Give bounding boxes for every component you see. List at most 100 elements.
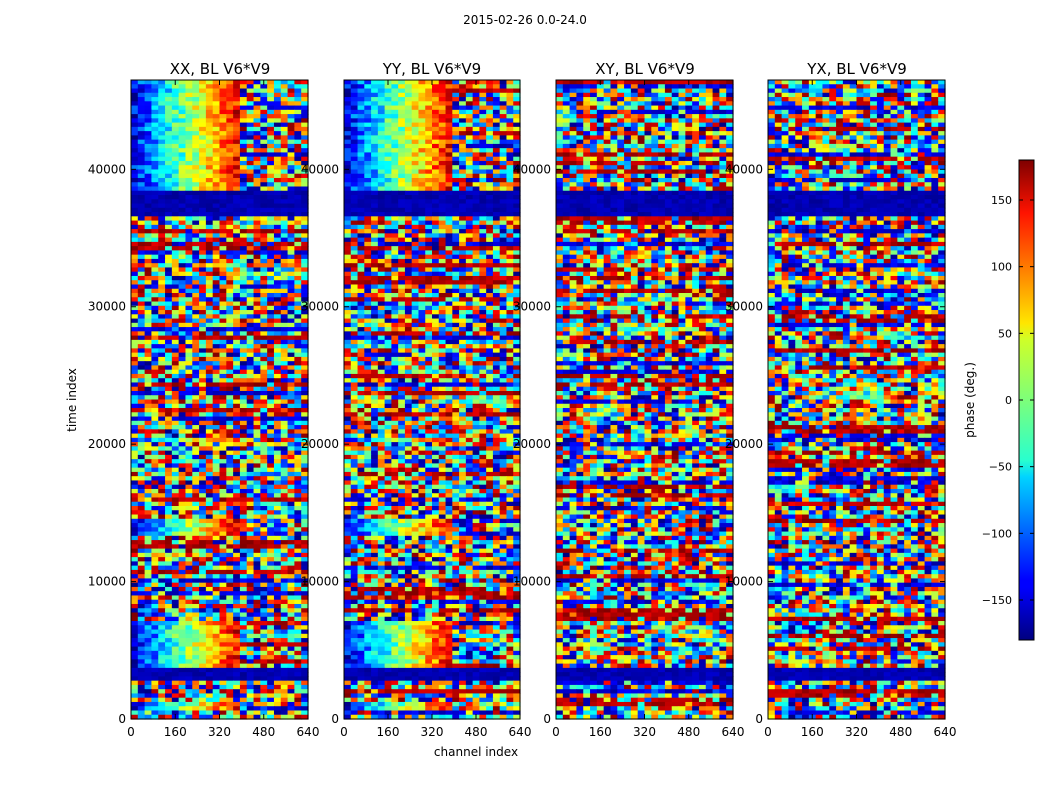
heat-cell: [233, 493, 241, 499]
heat-cell: [398, 84, 406, 90]
heat-cell: [158, 638, 166, 643]
heat-cell: [301, 241, 309, 247]
heat-cell: [350, 80, 359, 85]
heat-cell: [226, 442, 234, 447]
heat-cell: [260, 471, 268, 477]
heat-cell: [492, 233, 501, 239]
heat-cell: [273, 535, 282, 541]
heat-cell: [492, 207, 501, 213]
heat-cell: [260, 561, 268, 567]
heat-cell: [384, 212, 392, 217]
heat-cell: [178, 109, 187, 115]
heat-cell: [246, 361, 255, 367]
heat-cell: [165, 612, 173, 618]
heat-cell: [151, 318, 159, 324]
heat-cell: [287, 293, 295, 298]
heat-cell: [165, 356, 173, 362]
heat-cell: [158, 574, 166, 580]
heat-cell: [253, 518, 261, 524]
heat-cell: [280, 250, 289, 256]
heat-cell: [294, 420, 302, 426]
heat-cell: [411, 165, 420, 171]
heat-cell: [239, 454, 248, 460]
heat-cell: [344, 114, 352, 119]
heat-cell: [418, 148, 426, 154]
heat-cell: [273, 437, 282, 443]
heat-cell: [239, 595, 248, 601]
heat-cell: [357, 203, 365, 209]
heat-cell: [205, 212, 214, 217]
heat-cell: [144, 582, 153, 588]
heat-cell: [371, 135, 379, 141]
heat-cell: [233, 463, 241, 469]
heat-cell: [144, 156, 153, 162]
heat-cell: [137, 224, 146, 230]
heat-cell: [219, 429, 227, 435]
heat-cell: [131, 480, 139, 486]
heat-cell: [357, 139, 365, 145]
heat-cell: [212, 586, 221, 592]
heat-cell: [287, 697, 295, 703]
heat-cell: [165, 143, 173, 149]
heat-cell: [301, 177, 309, 183]
heat-cell: [219, 348, 227, 354]
heat-cell: [178, 625, 187, 631]
heat-cell: [506, 199, 514, 205]
heat-cell: [185, 663, 193, 669]
heat-cell: [459, 139, 467, 145]
heat-cell: [267, 442, 275, 447]
heat-cell: [267, 459, 275, 464]
heat-cell: [171, 365, 180, 371]
heat-cell: [192, 182, 200, 188]
heat-cell: [226, 416, 234, 422]
heat-cell: [398, 139, 406, 145]
heat-cell: [438, 135, 447, 141]
heat-cell: [267, 378, 275, 384]
heat-cell: [239, 676, 248, 682]
heat-cell: [499, 195, 508, 200]
heat-cell: [301, 143, 309, 149]
heat-cell: [371, 165, 379, 171]
heat-cell: [411, 220, 420, 226]
heat-cell: [479, 139, 487, 145]
heat-cell: [212, 488, 221, 494]
heat-cell: [212, 344, 221, 349]
heat-cell: [165, 271, 173, 277]
heat-cell: [486, 212, 494, 217]
heat-cell: [499, 216, 508, 222]
heat-cell: [479, 84, 487, 90]
heat-cell: [226, 638, 234, 643]
heat-cell: [294, 488, 302, 494]
heat-cell: [239, 689, 248, 695]
heat-cell: [472, 126, 480, 132]
heat-cell: [205, 569, 214, 575]
heat-cell: [465, 224, 474, 230]
heat-cell: [226, 395, 234, 401]
heat-cell: [350, 84, 359, 90]
heat-cell: [492, 203, 501, 209]
heat-cell: [199, 425, 207, 430]
heat-cell: [472, 195, 480, 200]
heat-cell: [253, 356, 261, 362]
heat-cell: [178, 131, 187, 136]
heat-cell: [137, 280, 146, 286]
heat-cell: [239, 288, 248, 294]
heat-cell: [144, 595, 153, 601]
heat-cell: [294, 356, 302, 362]
heat-cell: [171, 697, 180, 703]
heat-cell: [192, 531, 200, 537]
heat-cell: [178, 275, 187, 281]
heat-cell: [158, 561, 166, 567]
heat-cell: [171, 488, 180, 494]
heat-cell: [253, 271, 261, 277]
heat-cell: [404, 131, 413, 136]
heat-cell: [432, 220, 440, 226]
heat-cell: [384, 190, 392, 196]
heat-cell: [158, 420, 166, 426]
heat-cell: [165, 557, 173, 562]
heat-cell: [246, 390, 255, 396]
heat-cell: [273, 280, 282, 286]
heat-cell: [233, 310, 241, 315]
heat-cell: [253, 190, 261, 196]
heat-cell: [144, 701, 153, 707]
